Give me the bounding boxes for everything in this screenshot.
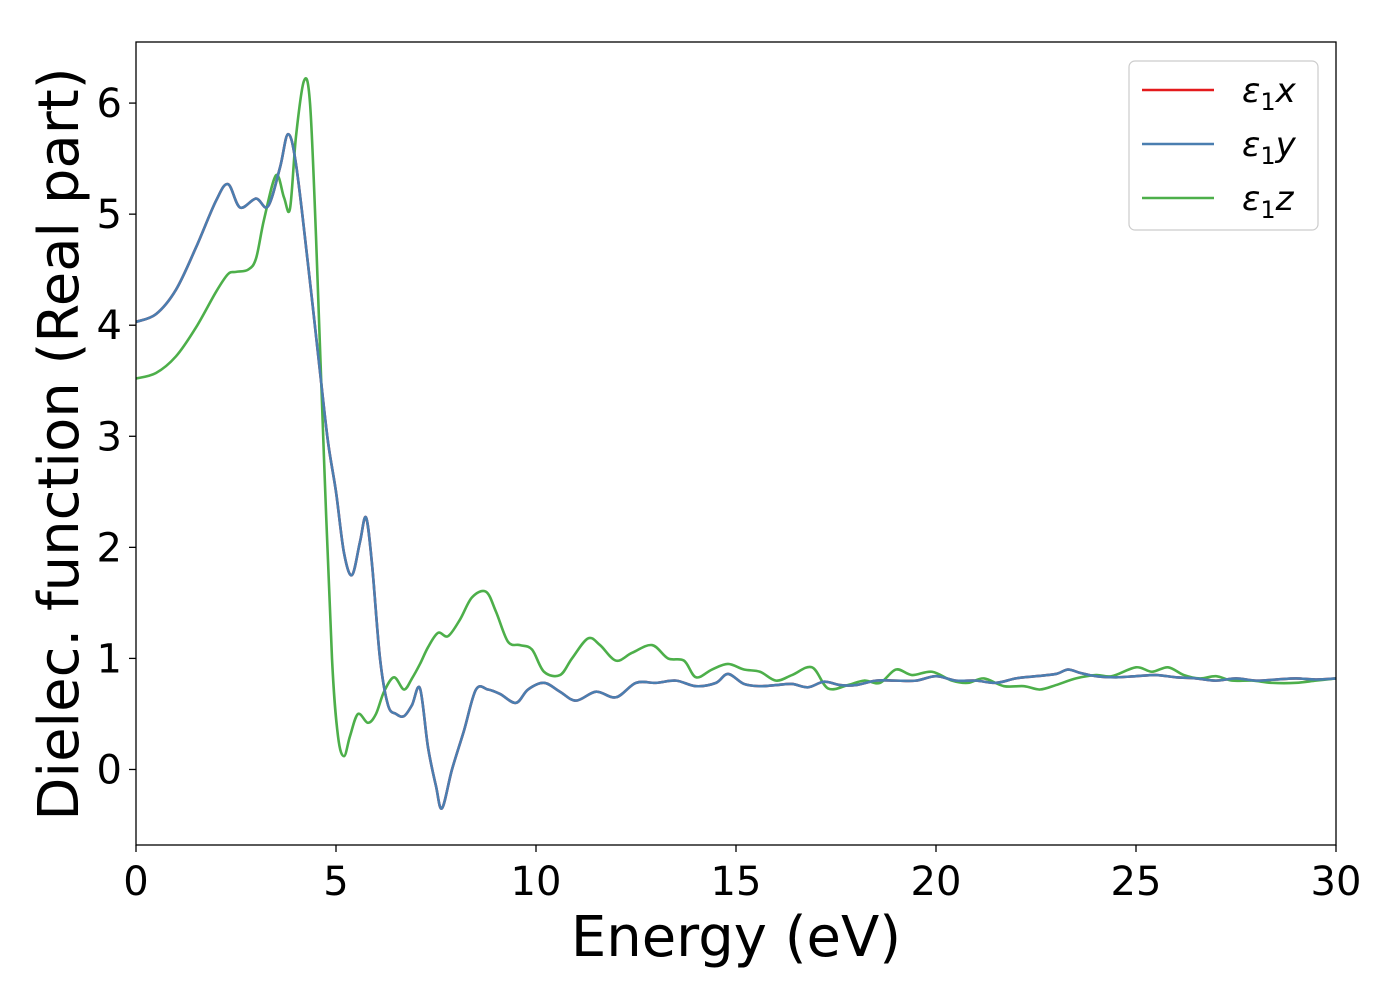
x-axis: 0 5 10 15 20 25 30: [123, 845, 1361, 905]
y-tick-label: 2: [97, 525, 122, 571]
y-tick-label: 1: [97, 636, 122, 682]
legend-label-z: ε1z: [1242, 179, 1295, 224]
x-tick-label: 25: [1111, 859, 1162, 905]
y-tick-label: 3: [97, 414, 122, 460]
legend-frame: [1128, 60, 1319, 231]
y-tick-label: 6: [97, 81, 122, 127]
x-axis-title: Energy (eV): [571, 905, 901, 970]
legend-label-base: ε: [1242, 125, 1260, 165]
x-tick-label: 20: [911, 859, 962, 905]
y-axis: 0 1 2 3 4 5 6: [97, 81, 136, 793]
x-tick-label: 15: [711, 859, 762, 905]
legend-label-suffix: x: [1275, 71, 1297, 111]
y-axis-title: Dielec. function (Real part): [27, 67, 92, 820]
series-layer: [136, 77, 1336, 810]
legend-label-subscript: 1: [1260, 88, 1275, 116]
y-tick-label: 4: [97, 303, 122, 349]
y-tick-label: 0: [97, 747, 122, 793]
legend-label-x: ε1x: [1242, 71, 1297, 116]
legend-label-subscript: 1: [1260, 196, 1275, 224]
legend-label-suffix: y: [1275, 125, 1297, 165]
series-line-y: [136, 132, 1336, 810]
legend-label-base: ε: [1242, 71, 1260, 111]
legend-label-y: ε1y: [1242, 125, 1297, 170]
x-tick-label: 10: [511, 859, 562, 905]
x-tick-label: 5: [323, 859, 348, 905]
x-tick-label: 30: [1311, 859, 1362, 905]
y-tick-label: 5: [97, 192, 122, 238]
x-tick-label: 0: [123, 859, 148, 905]
legend-label-subscript: 1: [1260, 142, 1275, 170]
series-line-z: [136, 77, 1336, 758]
legend-label-base: ε: [1242, 179, 1260, 219]
legend-label-suffix: z: [1275, 179, 1295, 219]
